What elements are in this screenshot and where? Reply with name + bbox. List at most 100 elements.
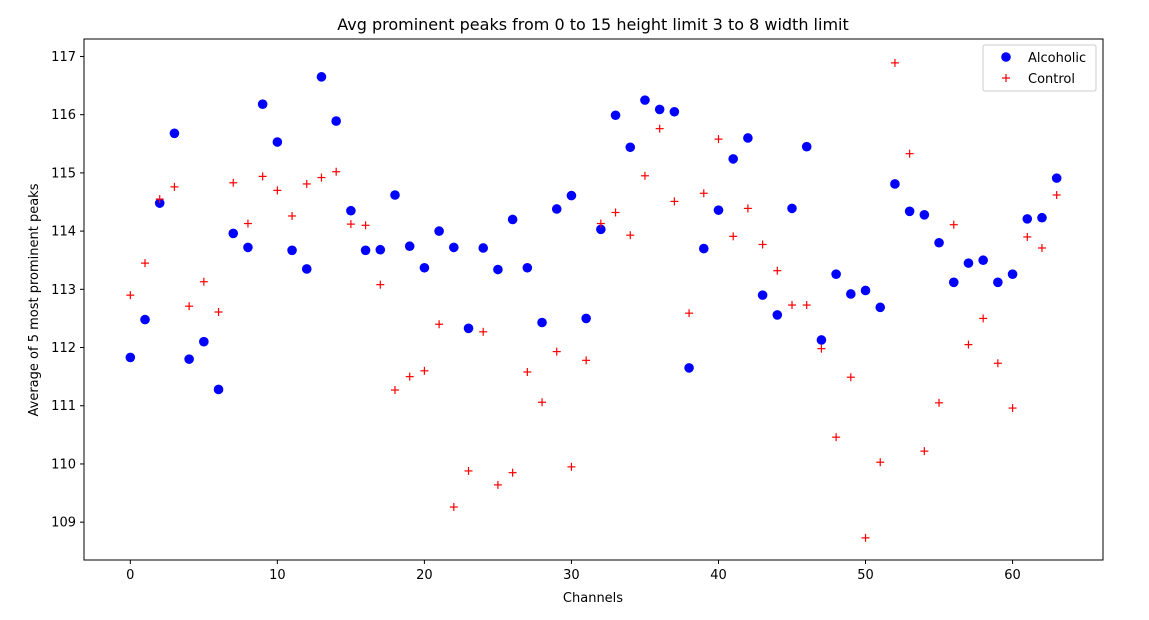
alcoholic-point	[860, 285, 871, 296]
control-point	[508, 468, 517, 477]
control-point	[199, 277, 208, 286]
control-point	[861, 533, 870, 542]
alcoholic-point	[728, 154, 738, 164]
control-point	[273, 186, 282, 195]
alcoholic-point	[184, 354, 194, 364]
control-point	[832, 433, 841, 442]
alcoholic-point	[419, 262, 430, 273]
y-tick-label: 111	[51, 399, 76, 414]
control-point	[405, 372, 414, 381]
control-point	[655, 124, 664, 133]
alcoholic-point	[434, 226, 444, 236]
alcoholic-point	[816, 335, 827, 345]
alcoholic-point	[772, 310, 783, 320]
alcoholic-point	[404, 241, 415, 252]
control-point	[817, 344, 826, 353]
alcoholic-point	[551, 204, 562, 214]
alcoholic-point	[787, 203, 797, 214]
control-point	[846, 373, 855, 382]
alcoholic-point	[316, 72, 327, 82]
alcoholic-point	[301, 264, 312, 274]
control-point	[258, 172, 267, 181]
y-tick-label: 112	[51, 341, 76, 356]
alcoholic-point	[463, 323, 474, 334]
alcoholic-point	[1037, 212, 1047, 223]
alcoholic-point	[478, 243, 489, 253]
control-point	[390, 386, 399, 395]
y-tick-label: 110	[51, 457, 76, 472]
legend-control-label: Control	[1028, 72, 1075, 87]
alcoholic-point	[904, 206, 915, 217]
x-tick-label: 40	[710, 568, 727, 583]
legend: Alcoholic Control	[982, 44, 1097, 92]
series-control	[126, 58, 1061, 542]
alcoholic-point	[228, 228, 239, 239]
alcoholic-point	[1051, 173, 1062, 183]
alcoholic-point	[846, 289, 856, 299]
alcoholic-point	[390, 190, 400, 200]
control-point	[876, 458, 885, 467]
control-point	[449, 503, 458, 512]
control-point	[302, 179, 311, 188]
alcoholic-point	[1007, 269, 1018, 279]
alcoholic-point	[522, 262, 533, 273]
x-axis-label: Channels	[563, 591, 623, 606]
alcoholic-point	[963, 258, 974, 268]
y-tick-label: 109	[51, 516, 76, 531]
y-axis: 109 110 111 112 113 114 115 116 117	[51, 50, 84, 531]
alcoholic-point	[125, 352, 136, 363]
x-tick-label: 20	[416, 568, 433, 583]
y-tick-label: 115	[51, 166, 76, 181]
alcoholic-point	[610, 110, 621, 121]
control-point	[1052, 191, 1061, 200]
control-point	[758, 240, 767, 249]
alcoholic-point	[257, 99, 268, 109]
control-point	[346, 220, 355, 229]
alcoholic-point	[581, 313, 591, 324]
alcoholic-point	[801, 141, 812, 152]
control-point	[155, 195, 164, 204]
alcoholic-point	[169, 128, 180, 139]
alcoholic-point	[566, 190, 577, 201]
alcoholic-point	[331, 116, 341, 126]
alcoholic-point	[375, 244, 386, 255]
control-point	[464, 466, 473, 475]
control-point	[214, 308, 223, 317]
control-point	[420, 366, 429, 375]
alcoholic-point	[449, 242, 459, 253]
alcoholic-point	[875, 302, 886, 313]
control-point	[788, 301, 797, 310]
alcoholic-point	[831, 269, 841, 279]
control-point	[1037, 243, 1046, 252]
control-point	[685, 309, 694, 318]
alcoholic-point	[743, 133, 753, 143]
control-point	[802, 301, 811, 310]
control-point	[920, 447, 929, 456]
alcoholic-point	[684, 363, 694, 373]
x-tick-label: 10	[269, 568, 286, 583]
control-point	[670, 197, 679, 206]
alcoholic-point	[654, 104, 665, 115]
control-point	[993, 359, 1002, 368]
alcoholic-point	[360, 245, 371, 256]
alcoholic-point	[757, 290, 768, 300]
plot-frame	[83, 38, 1104, 561]
control-point	[435, 320, 444, 329]
alcoholic-point	[625, 142, 636, 153]
control-point	[964, 340, 973, 349]
legend-control-marker	[1002, 74, 1010, 82]
y-tick-label: 117	[51, 50, 76, 65]
control-point	[170, 182, 179, 191]
control-point	[582, 356, 591, 365]
control-point	[552, 347, 561, 356]
control-point	[1023, 232, 1032, 241]
alcoholic-point	[596, 224, 606, 235]
control-point	[596, 219, 605, 228]
control-point	[949, 220, 958, 229]
chart-title: Avg prominent peaks from 0 to 15 height …	[337, 15, 849, 34]
control-point	[538, 398, 547, 407]
alcoholic-point	[154, 198, 165, 208]
x-tick-label: 50	[857, 568, 874, 583]
control-point	[1008, 404, 1017, 413]
alcoholic-point	[669, 106, 680, 117]
